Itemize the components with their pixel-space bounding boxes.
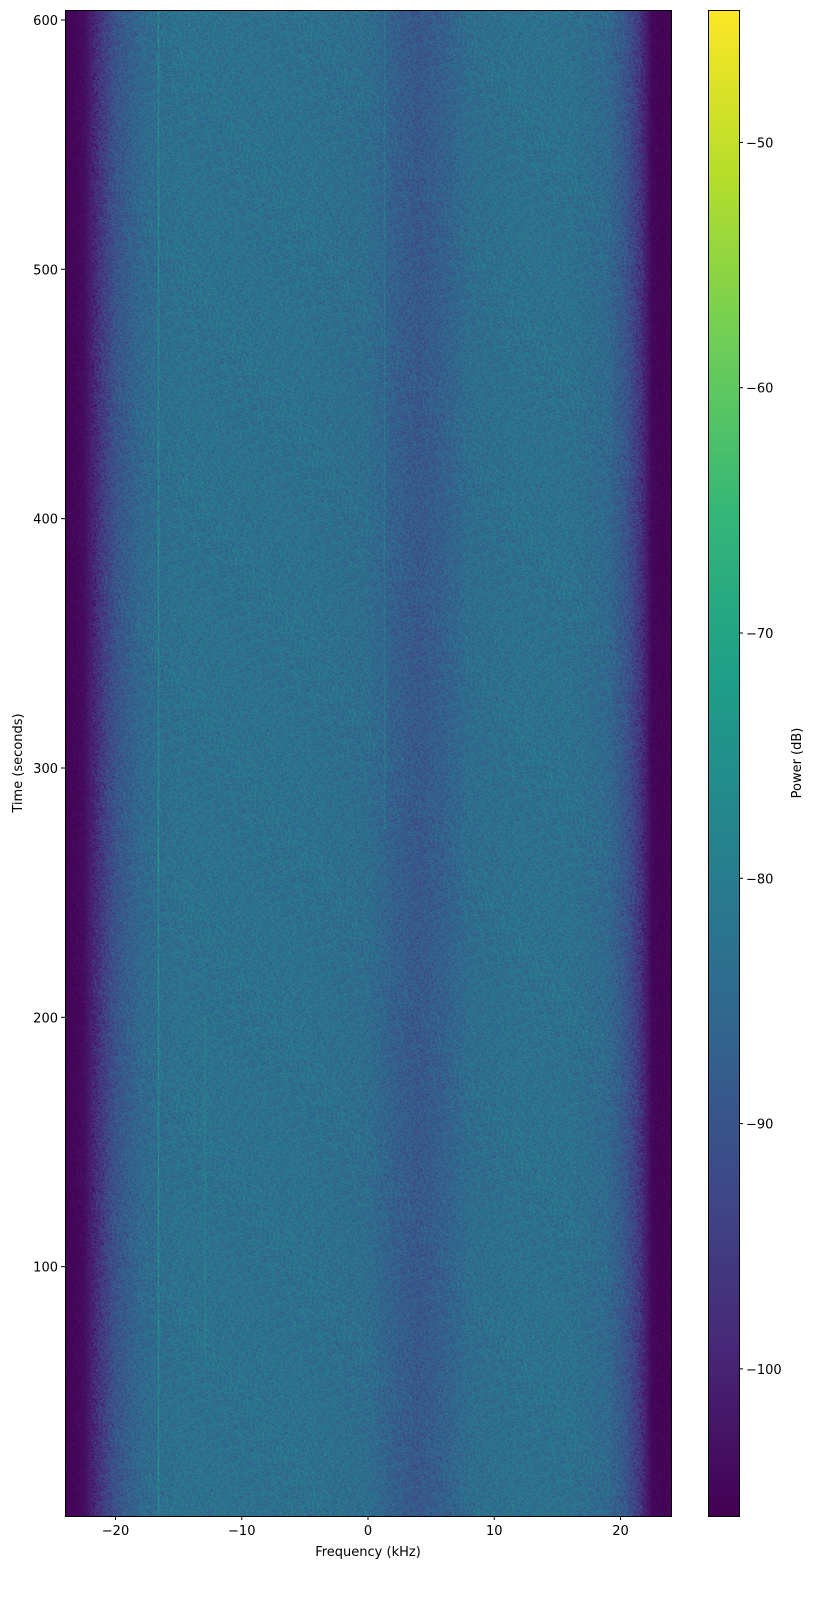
spectrogram-heatmap [65, 10, 671, 1516]
colorbar-ticks: −50 −60 −70 −80 −90 −100 [739, 136, 782, 1378]
y-tick-label: 400 [33, 513, 58, 528]
y-tick-label: 500 [33, 263, 58, 278]
x-tick-label: −10 [228, 1524, 255, 1539]
x-axis-label: Frequency (kHz) [315, 1545, 421, 1560]
colorbar-label: Power (dB) [790, 728, 805, 799]
colorbar-gradient [708, 10, 739, 1516]
colorbar-tick-label: −50 [746, 136, 773, 151]
colorbar-tick-label: −100 [746, 1363, 782, 1378]
x-tick-label: 20 [612, 1524, 629, 1539]
x-tick-label: 10 [486, 1524, 503, 1539]
y-axis-ticks: 100 200 300 400 500 600 [33, 14, 65, 1276]
x-axis-ticks: −20 −10 0 10 20 [102, 1516, 629, 1539]
colorbar-tick-label: −80 [746, 872, 773, 887]
x-tick-label: 0 [364, 1524, 372, 1539]
y-tick-label: 600 [33, 14, 58, 29]
x-tick-label: −20 [102, 1524, 129, 1539]
y-tick-label: 200 [33, 1011, 58, 1026]
y-axis-label: Time (seconds) [11, 713, 26, 813]
colorbar-tick-label: −70 [746, 627, 773, 642]
plot-frame [65, 10, 672, 1517]
y-tick-label: 100 [33, 1261, 58, 1276]
colorbar-frame [708, 10, 740, 1517]
colorbar-tick-label: −60 [746, 382, 773, 397]
y-tick-label: 300 [33, 762, 58, 777]
colorbar-tick-label: −90 [746, 1118, 773, 1133]
